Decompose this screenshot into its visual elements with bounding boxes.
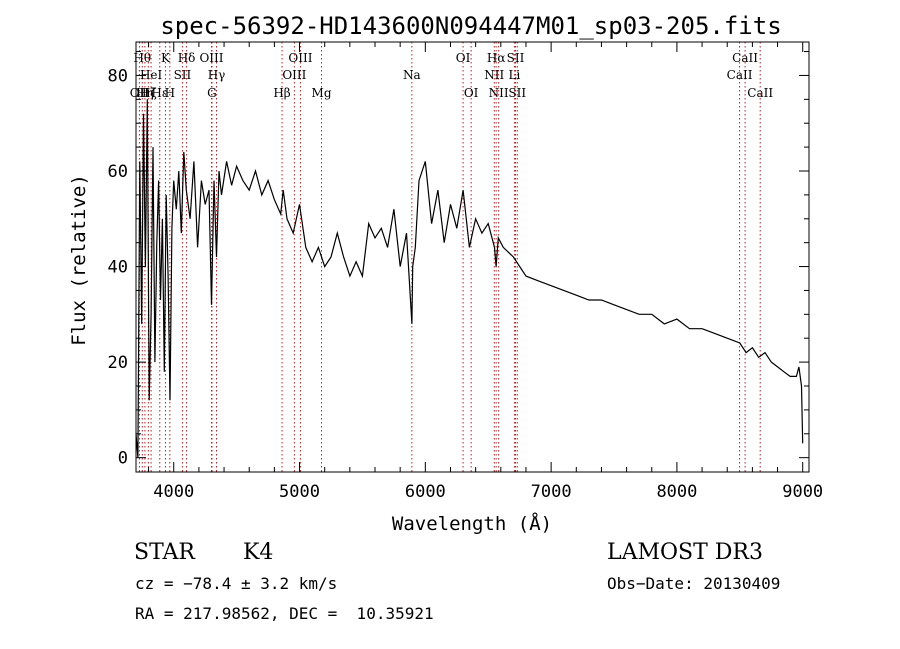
object-class: STAR bbox=[134, 540, 195, 565]
line-label-9: Hδ bbox=[178, 51, 196, 65]
chart-title: spec-56392-HD143600N094447M01_sp03-205.f… bbox=[160, 12, 781, 40]
ra-dec: RA = 217.98562, DEC = 10.35921 bbox=[135, 604, 434, 623]
line-label-3: Hζ bbox=[140, 86, 157, 100]
line-label-6: K bbox=[161, 51, 171, 65]
object-subclass: K4 bbox=[243, 540, 274, 565]
line-label-11: Hγ bbox=[208, 68, 226, 82]
x-axis-label: Wavelength (Å) bbox=[392, 512, 552, 535]
y-tick-label-3: 60 bbox=[108, 162, 128, 182]
line-label-25: SII bbox=[508, 86, 526, 100]
line-label-14: OIII bbox=[282, 68, 306, 82]
line-label-21: Hα bbox=[487, 51, 506, 65]
x-tick-label-0: 4000 bbox=[153, 482, 194, 502]
spectrum-line bbox=[135, 99, 804, 458]
line-label-18: OI bbox=[456, 51, 471, 65]
y-axis-ticks: 0 20 40 60 80 bbox=[108, 51, 809, 469]
line-label-17: Na bbox=[403, 68, 421, 82]
y-tick-label-1: 20 bbox=[108, 353, 128, 373]
line-label-8: SII bbox=[174, 68, 192, 82]
x-tick-label-1: 5000 bbox=[279, 482, 320, 502]
observation-date: Obs−Date: 20130409 bbox=[607, 574, 781, 593]
x-axis-ticks: 4000 5000 6000 7000 8000 9000 bbox=[148, 42, 823, 502]
y-tick-label-0: 0 bbox=[118, 449, 128, 469]
line-label-16: Mg bbox=[312, 86, 332, 100]
line-label-5: Hε bbox=[151, 86, 168, 100]
line-label-4: HeI bbox=[140, 68, 163, 82]
line-label-13: Hβ bbox=[273, 86, 290, 100]
line-label-23: Li bbox=[508, 68, 520, 82]
line-label-7: H bbox=[165, 86, 175, 100]
redshift-cz: cz = −78.4 ± 3.2 km/s bbox=[135, 574, 338, 593]
line-label-19: OI bbox=[464, 86, 479, 100]
line-label-24: SII bbox=[507, 51, 525, 65]
spectral-line-markers bbox=[138, 42, 761, 472]
plot-frame bbox=[135, 41, 810, 473]
line-label-26: CaII bbox=[727, 68, 753, 82]
line-label-2: Hη bbox=[136, 86, 154, 100]
line-label-28: CaII bbox=[747, 86, 773, 100]
line-label-15: OIII bbox=[288, 51, 312, 65]
line-label-12: G bbox=[207, 86, 217, 100]
line-label-0: OII bbox=[130, 86, 150, 100]
x-tick-label-2: 6000 bbox=[405, 482, 446, 502]
line-label-20: NII bbox=[484, 68, 504, 82]
line-label-22: NII bbox=[489, 86, 509, 100]
y-axis-label: Flux (relative) bbox=[68, 174, 90, 346]
x-tick-label-5: 9000 bbox=[782, 482, 823, 502]
x-tick-label-3: 7000 bbox=[531, 482, 572, 502]
survey-name: LAMOST DR3 bbox=[607, 540, 763, 565]
y-tick-label-4: 80 bbox=[108, 66, 128, 86]
line-label-10: OIII bbox=[199, 51, 223, 65]
line-label-1: Hθ bbox=[133, 51, 151, 65]
y-tick-label-2: 40 bbox=[108, 258, 128, 278]
x-tick-label-4: 8000 bbox=[656, 482, 697, 502]
line-label-27: CaII bbox=[732, 51, 758, 65]
